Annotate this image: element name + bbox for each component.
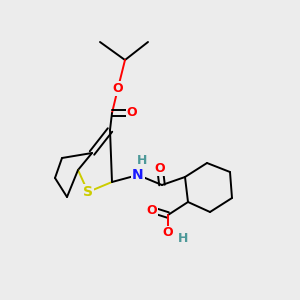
- Text: H: H: [137, 154, 147, 166]
- Text: O: O: [147, 203, 157, 217]
- Text: O: O: [155, 161, 165, 175]
- Text: O: O: [127, 106, 137, 119]
- Text: S: S: [83, 185, 93, 199]
- Text: N: N: [132, 168, 144, 182]
- Text: O: O: [113, 82, 123, 94]
- Text: O: O: [163, 226, 173, 239]
- Text: H: H: [178, 232, 188, 244]
